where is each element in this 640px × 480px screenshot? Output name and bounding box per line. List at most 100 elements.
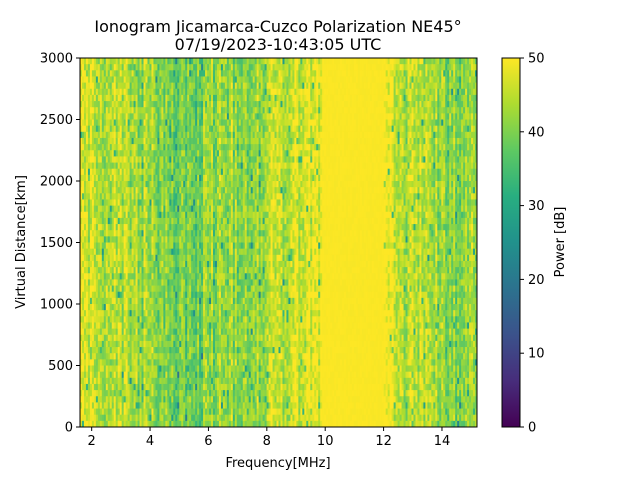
heatmap-cell [201,390,204,397]
heatmap-cell [137,414,140,422]
heatmap-cell [216,217,220,225]
heatmap-cell [105,168,109,176]
heatmap-cell [99,168,103,176]
heatmap-cell [117,340,121,348]
heatmap-cell [143,310,146,317]
heatmap-cell [133,217,136,225]
heatmap-cell [117,119,121,127]
heatmap-cell [135,82,138,90]
heatmap-cell [209,162,212,170]
heatmap-cell [89,230,93,237]
heatmap-cell [145,273,148,280]
heatmap-cell [149,353,152,360]
heatmap-cell [167,119,170,127]
heatmap-cell [97,174,101,182]
heatmap-cell [145,211,148,219]
heatmap-cell [105,187,109,194]
heatmap-cell [197,162,200,170]
heatmap-cell [81,125,85,133]
heatmap-cell [117,377,121,385]
heatmap-cell [211,334,214,342]
heatmap-cell [111,248,115,256]
heatmap-cell [171,193,174,200]
heatmap-cell [119,174,123,182]
heatmap-cell [151,113,154,120]
heatmap-cell [113,304,117,311]
heatmap-cell [111,273,115,280]
heatmap-cell [111,402,115,409]
heatmap-cell [93,279,97,286]
heatmap-cell [185,82,188,90]
heatmap-cell [226,242,230,250]
heatmap-cell [218,119,222,127]
heatmap-cell [87,328,91,336]
heatmap-cell [199,285,202,293]
heatmap-cell [173,371,176,379]
heatmap-cell [179,107,182,114]
heatmap-cell [149,156,152,163]
heatmap-cell [99,365,103,373]
heatmap-cell [220,396,224,403]
heatmap-cell [139,156,142,163]
heatmap-cell [155,371,158,379]
heatmap-cell [115,156,119,163]
heatmap-cell [187,224,190,231]
heatmap-cell [207,144,210,151]
heatmap-cell [107,273,111,280]
heatmap-cell [155,316,158,323]
heatmap-cell [183,267,186,274]
heatmap-cell [175,420,178,427]
heatmap-cell [163,402,166,409]
heatmap-cell [117,248,121,256]
heatmap-cell [119,310,123,317]
heatmap-cell [171,328,174,336]
heatmap-cell [105,390,109,397]
heatmap-cell [153,334,156,342]
heatmap-cell [159,224,162,231]
heatmap-cell [147,365,150,373]
heatmap-cell [157,230,160,237]
heatmap-cell [187,322,190,329]
heatmap-cell [137,242,140,250]
heatmap-cell [169,211,172,219]
heatmap-cell [129,285,133,293]
heatmap-cell [87,420,91,427]
heatmap-cell [205,144,208,151]
heatmap-cell [195,162,198,170]
heatmap-cell [173,420,176,427]
heatmap-cell [141,119,144,127]
heatmap-cell [95,310,99,317]
heatmap-cell [165,242,168,250]
heatmap-cell [199,316,202,323]
heatmap-cell [228,162,232,170]
heatmap-cell [101,316,105,323]
heatmap-cell [179,310,182,317]
heatmap-cell [151,316,154,323]
heatmap-cell [123,131,127,139]
heatmap-cell [113,168,117,176]
heatmap-cell [143,371,146,379]
heatmap-cell [149,396,152,403]
heatmap-cell [85,359,89,366]
heatmap-cell [191,390,194,397]
heatmap-cell [149,174,152,182]
heatmap-cell [183,125,186,133]
heatmap-cell [109,107,113,114]
heatmap-cell [157,131,160,139]
heatmap-cell [201,70,204,77]
heatmap-cell [113,267,117,274]
heatmap-cell [177,260,180,268]
heatmap-cell [131,408,134,416]
heatmap-cell [103,304,107,311]
heatmap-cell [83,211,87,219]
heatmap-cell [115,88,119,96]
heatmap-cell [218,199,222,206]
heatmap-cell [111,94,115,102]
heatmap-cell [129,144,133,151]
heatmap-cell [183,113,186,120]
heatmap-cell [226,396,230,403]
heatmap-cell [159,205,162,213]
heatmap-cell [121,310,125,317]
heatmap-cell [169,199,172,206]
heatmap-cell [167,297,170,305]
